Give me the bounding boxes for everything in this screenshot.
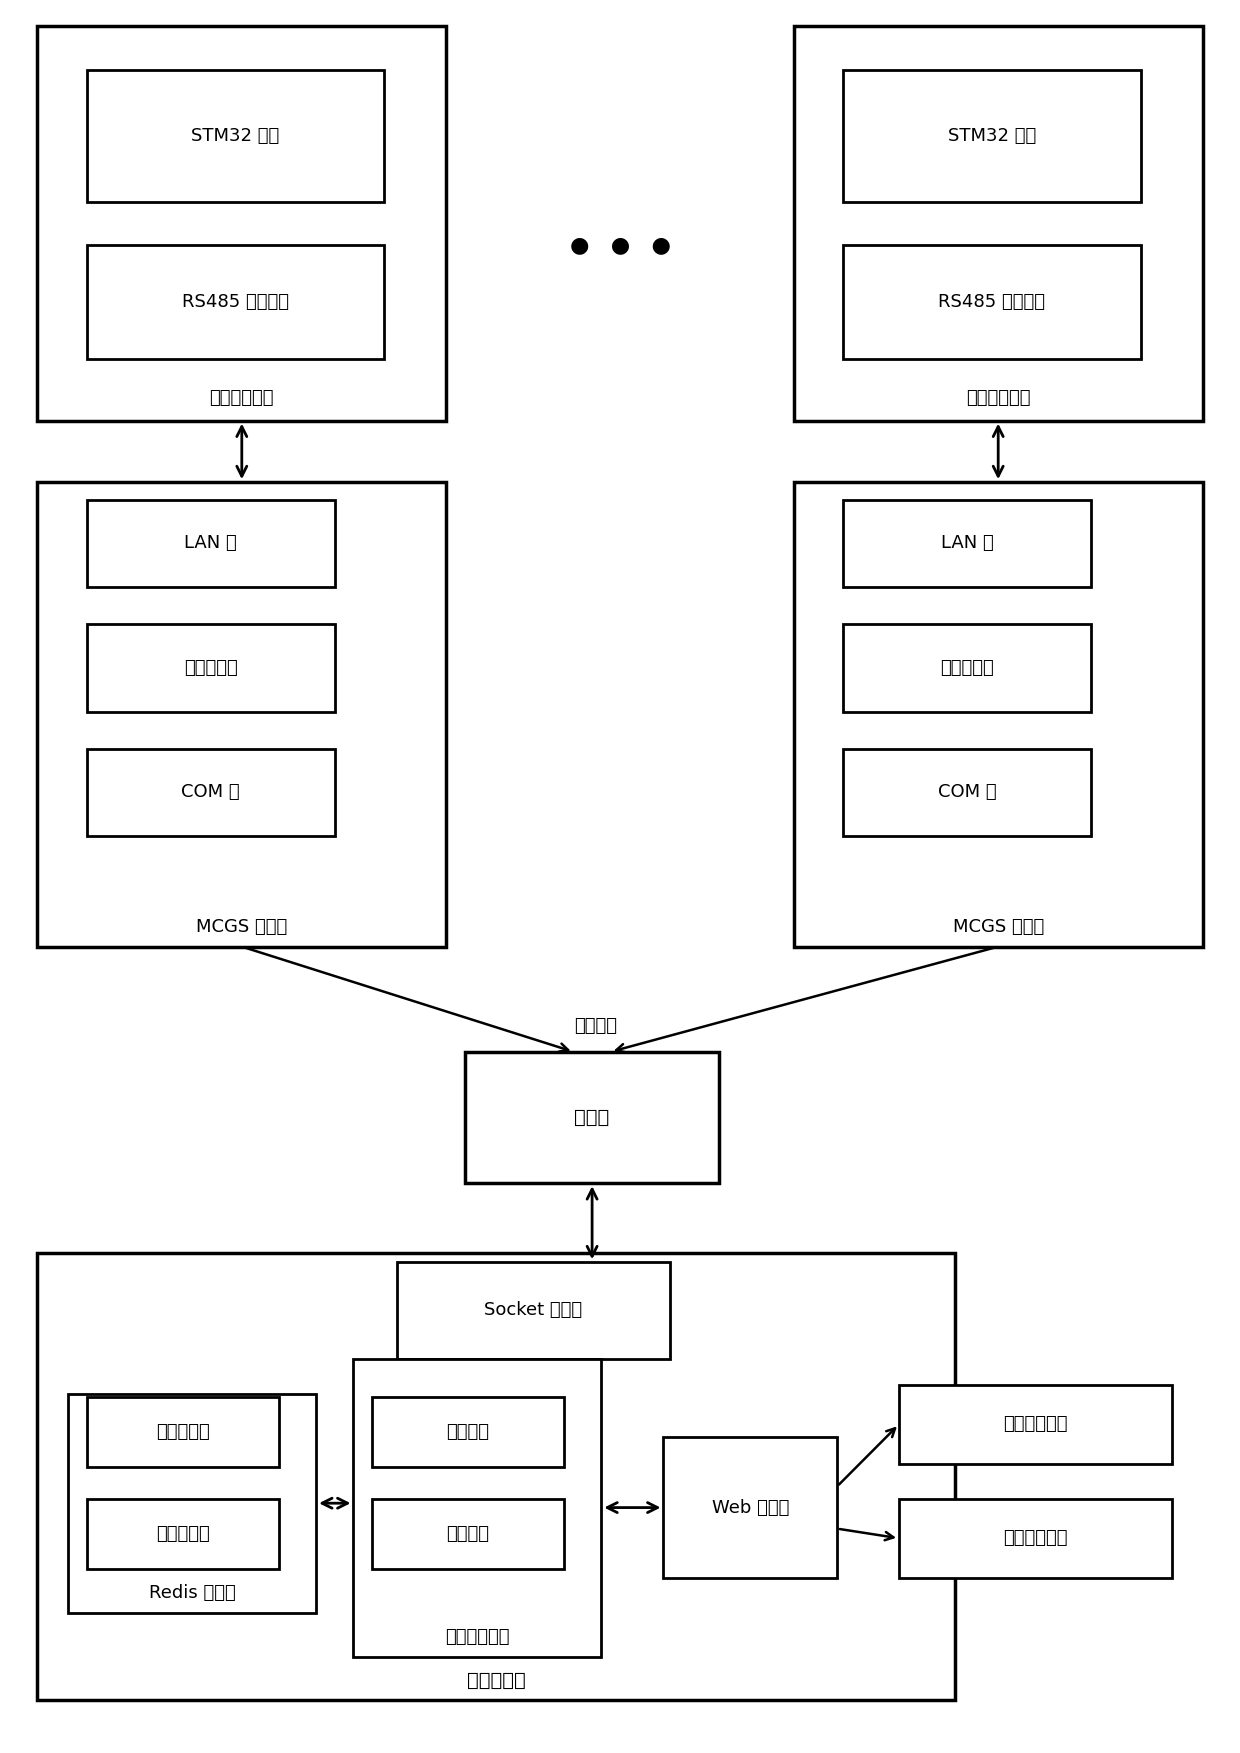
Text: 织机企业终端: 织机企业终端 [1003, 1529, 1068, 1548]
Text: COM 口: COM 口 [937, 784, 997, 801]
Text: ●   ●   ●: ● ● ● [569, 235, 671, 256]
Text: 数据处理: 数据处理 [446, 1423, 490, 1441]
Text: 综合数据库: 综合数据库 [156, 1423, 210, 1441]
Bar [68, 1394, 316, 1613]
Text: COM 口: COM 口 [181, 784, 241, 801]
Bar [87, 624, 335, 712]
Bar [87, 749, 335, 836]
Bar [899, 1385, 1172, 1464]
Text: 故障数据库: 故障数据库 [156, 1525, 210, 1543]
Bar [353, 1359, 601, 1657]
Text: STM32 芯片: STM32 芯片 [947, 126, 1037, 145]
Text: LAN 口: LAN 口 [185, 535, 237, 552]
Text: Web 服务器: Web 服务器 [712, 1499, 789, 1516]
Bar [87, 500, 335, 587]
Bar [663, 1437, 837, 1578]
Bar [899, 1499, 1172, 1578]
Bar [843, 500, 1091, 587]
Text: MCGS 组态屏: MCGS 组态屏 [196, 919, 288, 936]
Text: 数据处理模块: 数据处理模块 [445, 1629, 510, 1646]
Bar [37, 26, 446, 421]
Bar [37, 482, 446, 947]
Bar [843, 70, 1141, 202]
Bar [87, 245, 384, 359]
Bar [843, 749, 1091, 836]
Text: RS485 通讯模块: RS485 通讯模块 [182, 293, 289, 312]
Text: STM32 芯片: STM32 芯片 [191, 126, 280, 145]
Bar [87, 1397, 279, 1467]
Bar [794, 482, 1203, 947]
Text: 有线连接: 有线连接 [574, 1017, 616, 1034]
Text: MCGS 组态屏: MCGS 组态屏 [952, 919, 1044, 936]
Bar [794, 26, 1203, 421]
Bar [87, 70, 384, 202]
Bar [465, 1052, 719, 1183]
Text: 操作人员终端: 操作人员终端 [1003, 1415, 1068, 1434]
Text: 触摸显示屏: 触摸显示屏 [940, 659, 994, 677]
Text: 触摸显示屏: 触摸显示屏 [184, 659, 238, 677]
Bar [372, 1499, 564, 1569]
Bar [87, 1499, 279, 1569]
Text: 织机主控模块: 织机主控模块 [966, 389, 1030, 407]
Text: 故障诊断: 故障诊断 [446, 1525, 490, 1543]
Text: Socket 服务器: Socket 服务器 [484, 1301, 583, 1320]
Text: RS485 通讯模块: RS485 通讯模块 [939, 293, 1045, 312]
Bar [397, 1262, 670, 1359]
Text: 织机主控模块: 织机主控模块 [210, 389, 274, 407]
Bar [843, 624, 1091, 712]
Bar [372, 1397, 564, 1467]
Bar [843, 245, 1141, 359]
Text: LAN 口: LAN 口 [941, 535, 993, 552]
Text: 云端服务器: 云端服务器 [466, 1671, 526, 1690]
Text: Redis 数据库: Redis 数据库 [149, 1585, 236, 1602]
Bar [37, 1253, 955, 1700]
Text: 交换机: 交换机 [574, 1108, 610, 1127]
